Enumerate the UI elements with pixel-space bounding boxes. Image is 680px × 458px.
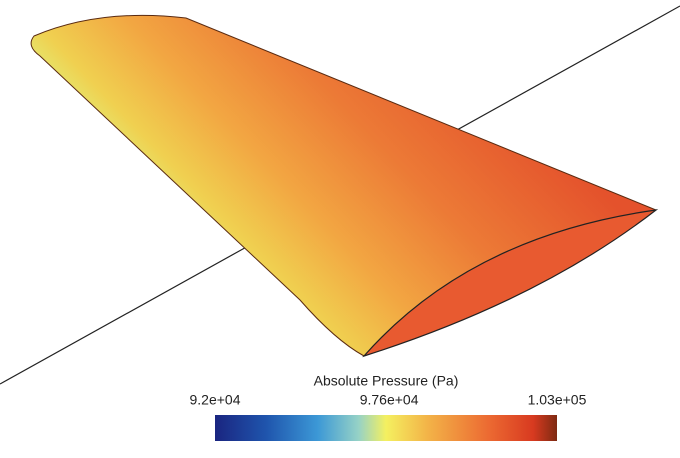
wing-tip: [362, 209, 659, 358]
wing-surface: [30, 14, 658, 357]
colorbar-tick-label: 9.76e+04: [360, 392, 419, 408]
colorbar-ticks: 9.2e+04 9.76e+04 1.03e+05: [190, 392, 587, 408]
colorbar: [215, 415, 557, 441]
colorbar-tick-label: 1.03e+05: [528, 392, 587, 408]
colorbar-tick-label: 9.2e+04: [190, 392, 241, 408]
colorbar-title: Absolute Pressure (Pa): [314, 373, 459, 389]
